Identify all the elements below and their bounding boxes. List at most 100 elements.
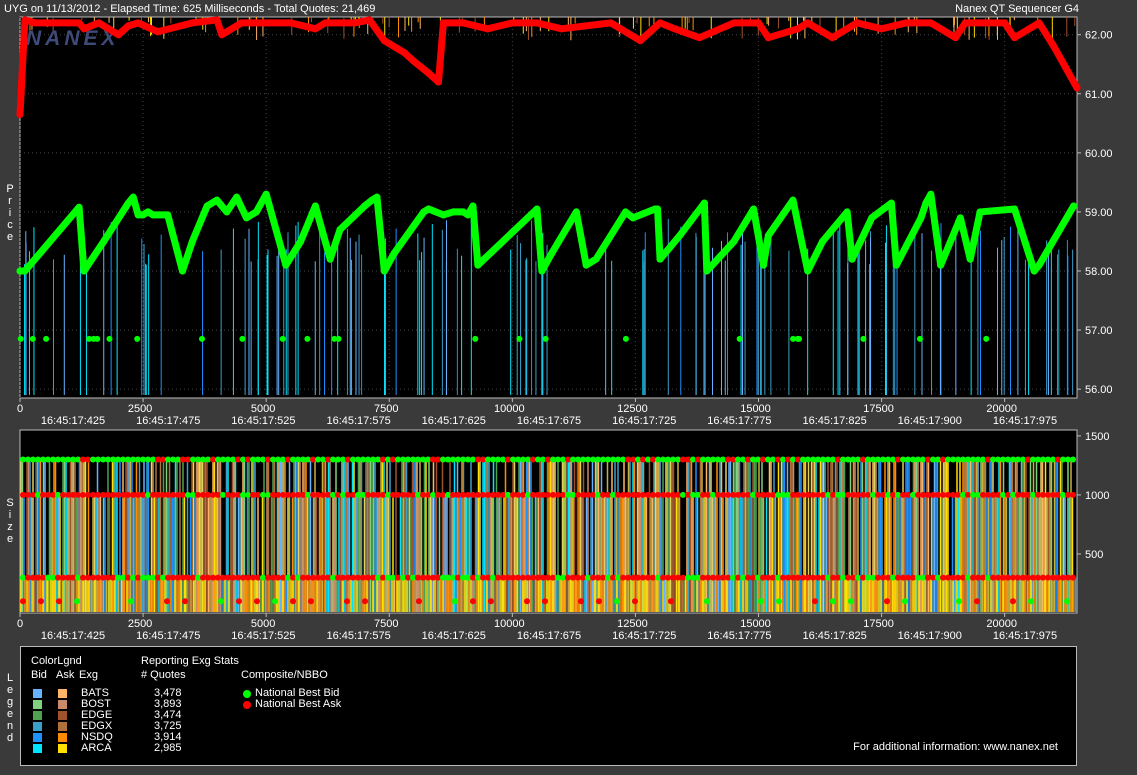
size-ask-dot [38,598,44,605]
size-bid-dot [340,456,346,463]
size-bid-dot [385,491,391,498]
ask-point [262,19,270,27]
size-ask-dot [625,574,631,581]
size-bid-dot [128,598,134,605]
size-ask-dot [308,598,314,605]
size-ask-dot [545,456,551,463]
size-bid-dot [230,456,236,463]
size-bid-dot [865,456,871,463]
size-ask-dot [640,456,646,463]
size-bid-dot [295,574,301,581]
size-ask-dot [415,574,421,581]
stats-subtitle: # Quotes [141,669,186,681]
size-ask-dot [455,574,461,581]
bid-point [16,267,24,275]
size-ask-dot [578,598,584,605]
national-best-ask-label: National Best Ask [255,698,342,710]
size-ask-dot [450,491,456,498]
size-bid-dot [160,574,166,581]
size-ask-dot [660,574,666,581]
size-ask-dot [85,456,91,463]
size-bid-dot [645,456,651,463]
size-ask-dot [355,574,361,581]
size-bid-dot [695,574,701,581]
bid-outlier-dot [472,335,479,342]
size-ask-dot [375,491,381,498]
size-ask-dot [236,598,242,605]
size-ask-dot [945,491,951,498]
legend-col-exg: Exg [79,669,98,681]
size-ask-dot [435,491,441,498]
size-ask-dot [920,491,926,498]
price-x-tick-label: 15000 [740,403,771,415]
size-ask-dot [425,491,431,498]
bid-point [124,199,132,207]
size-ask-dot [70,574,76,581]
size-ask-dot [1045,491,1051,498]
size-bid-dot [715,456,721,463]
size-ask-dot [645,574,651,581]
ask-point [31,19,39,27]
bid-point [654,205,662,213]
ask-point [425,69,433,77]
bid-point [804,267,812,275]
size-ask-dot [955,574,961,581]
size-bid-dot [790,456,796,463]
size-ask-dot [580,491,586,498]
size-bid-dot [440,456,446,463]
price-time-tick-label: 16:45:17:675 [517,415,581,427]
size-bid-dot [970,456,976,463]
size-ask-dot [470,574,476,581]
size-ask-dot [925,574,931,581]
size-ask-dot [770,574,776,581]
size-bid-dot [670,456,676,463]
size-ask-dot [895,574,901,581]
size-ask-dot [235,574,241,581]
bid-outlier-dot [304,335,311,342]
ask-point [1011,34,1019,42]
size-ask-dot [1035,574,1041,581]
footer-info-link[interactable]: For additional information: www.nanex.ne… [853,741,1058,753]
size-ask-dot [195,491,201,498]
size-ask-dot [900,491,906,498]
size-ask-dot [155,456,161,463]
size-time-tick-label: 16:45:17:825 [802,630,866,642]
exchange-name: BATS [81,687,109,699]
size-ask-dot [750,574,756,581]
size-bid-dot [375,574,381,581]
bid-point [764,232,772,240]
size-ask-dot [225,574,231,581]
size-ask-dot [960,574,966,581]
size-bid-dot [330,574,336,581]
size-ask-dot [225,491,231,498]
size-bid-dot [965,456,971,463]
size-ask-dot [974,598,980,605]
size-ask-dot [980,491,986,498]
size-ask-dot [590,574,596,581]
size-ask-dot [400,491,406,498]
size-bid-dot [272,598,278,605]
size-bid-dot [1010,456,1016,463]
size-bid-dot [895,491,901,498]
size-bid-dot [120,574,126,581]
size-ask-dot [250,574,256,581]
size-ask-dot [770,491,776,498]
size-ask-dot [1040,574,1046,581]
size-y-tick-label: 1500 [1085,431,1109,443]
size-ask-dot [435,456,441,463]
size-ask-dot [1005,574,1011,581]
size-bid-dot [140,456,146,463]
size-ask-dot [685,491,691,498]
size-bid-dot [125,456,131,463]
size-ask-dot [875,574,881,581]
price-time-tick-label: 16:45:17:625 [422,415,486,427]
size-bid-dot [620,456,626,463]
size-ask-dot [345,574,351,581]
size-bid-dot [780,456,786,463]
size-ask-dot [760,574,766,581]
size-ask-dot [365,574,371,581]
size-ask-dot [620,491,626,498]
size-bid-dot [20,574,26,581]
size-ask-dot [410,491,416,498]
size-bid-dot [300,456,306,463]
